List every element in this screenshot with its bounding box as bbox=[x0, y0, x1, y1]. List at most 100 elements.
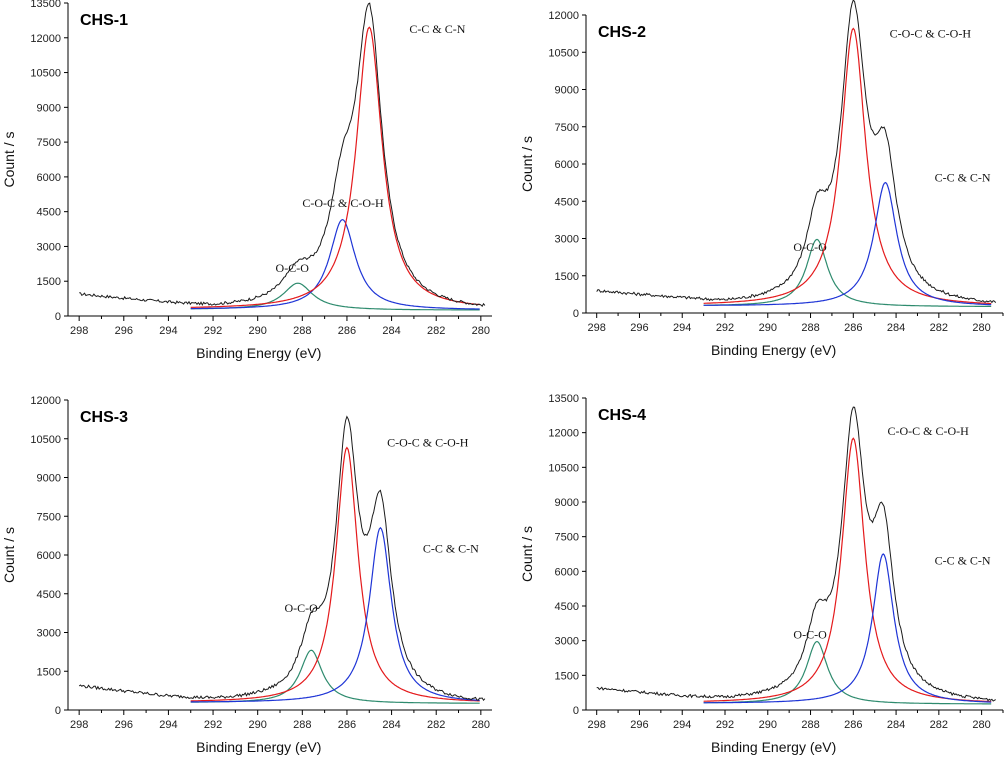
y-tick-label: 1500 bbox=[555, 271, 579, 283]
y-tick-label: 7500 bbox=[37, 511, 61, 523]
y-tick-label: 6000 bbox=[37, 550, 61, 562]
x-tick-label: 298 bbox=[70, 719, 88, 731]
y-tick-label: 4500 bbox=[37, 207, 61, 219]
y-tick-label: 3000 bbox=[555, 234, 579, 246]
peak-OCO bbox=[703, 640, 992, 705]
peak-label: C-C & C-N bbox=[423, 541, 479, 555]
y-tick-label: 7500 bbox=[37, 137, 61, 149]
x-axis-label: Binding Energy (eV) bbox=[196, 739, 321, 755]
x-tick-label: 288 bbox=[801, 719, 819, 731]
y-tick-label: 12000 bbox=[30, 33, 61, 45]
x-tick-label: 284 bbox=[887, 322, 905, 334]
y-tick-label: 6000 bbox=[555, 159, 579, 171]
peak-label: C-C & C-N bbox=[935, 553, 991, 567]
panel-title: CHS-1 bbox=[80, 12, 128, 29]
y-tick-label: 13500 bbox=[30, 0, 61, 10]
x-tick-label: 298 bbox=[70, 325, 88, 337]
x-tick-label: 288 bbox=[293, 719, 311, 731]
x-tick-label: 284 bbox=[887, 719, 905, 731]
x-tick-label: 292 bbox=[716, 322, 734, 334]
x-tick-label: 292 bbox=[204, 719, 222, 731]
y-tick-label: 10500 bbox=[548, 47, 579, 59]
y-tick-label: 12000 bbox=[548, 10, 579, 22]
y-tick-label: 4500 bbox=[37, 589, 61, 601]
measured-spectrum bbox=[596, 0, 997, 304]
x-tick-label: 294 bbox=[673, 719, 691, 731]
peak-label: C-O-C & C-O-H bbox=[302, 196, 384, 210]
peak-label: C-O-C & C-O-H bbox=[888, 424, 970, 438]
chart-panel-2: 0 1500 3000 4500 6000 7500 9000 10500 12000 298 29… bbox=[519, 0, 1004, 358]
panel-title: CHS-2 bbox=[598, 24, 646, 41]
y-axis-label: Count / s bbox=[1, 131, 17, 187]
x-axis-label: Binding Energy (eV) bbox=[711, 342, 836, 358]
x-tick-label: 296 bbox=[630, 322, 648, 334]
y-tick-label: 1500 bbox=[555, 670, 579, 682]
x-tick-label: 280 bbox=[472, 719, 490, 731]
y-tick-label: 0 bbox=[55, 705, 61, 717]
x-tick-label: 282 bbox=[930, 322, 948, 334]
peak-OCO bbox=[703, 238, 992, 307]
y-tick-label: 3000 bbox=[555, 636, 579, 648]
x-tick-label: 290 bbox=[759, 719, 777, 731]
x-tick-label: 292 bbox=[204, 325, 222, 337]
y-tick-label: 3000 bbox=[37, 241, 61, 253]
y-tick-label: 9000 bbox=[37, 102, 61, 114]
x-tick-label: 294 bbox=[673, 322, 691, 334]
y-tick-label: 4500 bbox=[555, 196, 579, 208]
x-axis-label: Binding Energy (eV) bbox=[711, 739, 836, 755]
x-tick-label: 282 bbox=[427, 719, 445, 731]
panel-title: CHS-4 bbox=[598, 407, 646, 424]
x-tick-label: 282 bbox=[427, 325, 445, 337]
peak-COC bbox=[703, 27, 992, 305]
peak-COC bbox=[703, 437, 992, 703]
x-tick-label: 286 bbox=[844, 719, 862, 731]
measured-spectrum bbox=[79, 2, 486, 308]
peak-label: C-C & C-N bbox=[409, 22, 465, 36]
peak-label: O-C-O bbox=[793, 627, 827, 641]
peak-label: O-C-O bbox=[284, 601, 318, 615]
x-tick-label: 294 bbox=[159, 325, 177, 337]
y-tick-label: 0 bbox=[573, 705, 579, 717]
x-tick-label: 290 bbox=[249, 325, 267, 337]
y-tick-label: 6000 bbox=[555, 566, 579, 578]
peak-COC bbox=[190, 26, 480, 308]
y-tick-label: 0 bbox=[55, 311, 61, 323]
x-tick-label: 286 bbox=[338, 719, 356, 731]
y-tick-label: 9000 bbox=[555, 497, 579, 509]
y-tick-label: 9000 bbox=[37, 473, 61, 485]
panel-title: CHS-3 bbox=[80, 409, 128, 426]
x-tick-label: 280 bbox=[472, 325, 490, 337]
y-tick-label: 9000 bbox=[555, 85, 579, 97]
peak-OCO bbox=[190, 649, 480, 704]
x-tick-label: 286 bbox=[338, 325, 356, 337]
x-tick-label: 280 bbox=[972, 719, 990, 731]
peak-CC bbox=[190, 218, 480, 310]
y-axis-label: Count / s bbox=[1, 527, 17, 583]
y-tick-label: 10500 bbox=[548, 462, 579, 474]
x-axis-label: Binding Energy (eV) bbox=[196, 345, 321, 361]
x-tick-label: 284 bbox=[382, 325, 400, 337]
x-tick-label: 298 bbox=[588, 322, 606, 334]
peak-CC bbox=[703, 181, 992, 306]
y-tick-label: 1500 bbox=[37, 276, 61, 288]
y-tick-label: 3000 bbox=[37, 628, 61, 640]
y-tick-label: 12000 bbox=[548, 428, 579, 440]
peak-label: C-C & C-N bbox=[935, 170, 991, 184]
x-tick-label: 290 bbox=[249, 719, 267, 731]
peak-label: O-C-O bbox=[793, 240, 827, 254]
y-tick-label: 12000 bbox=[30, 395, 61, 407]
peak-label: C-O-C & C-O-H bbox=[387, 436, 469, 450]
measured-spectrum bbox=[78, 415, 486, 702]
x-tick-label: 298 bbox=[588, 719, 606, 731]
y-tick-label: 7500 bbox=[555, 532, 579, 544]
y-tick-label: 0 bbox=[573, 308, 579, 320]
peak-CC bbox=[190, 526, 480, 703]
x-tick-label: 288 bbox=[293, 325, 311, 337]
y-tick-label: 4500 bbox=[555, 601, 579, 613]
x-tick-label: 292 bbox=[716, 719, 734, 731]
y-axis-label: Count / s bbox=[519, 136, 535, 192]
x-tick-label: 288 bbox=[801, 322, 819, 334]
x-tick-label: 284 bbox=[382, 719, 400, 731]
x-tick-label: 296 bbox=[115, 325, 133, 337]
